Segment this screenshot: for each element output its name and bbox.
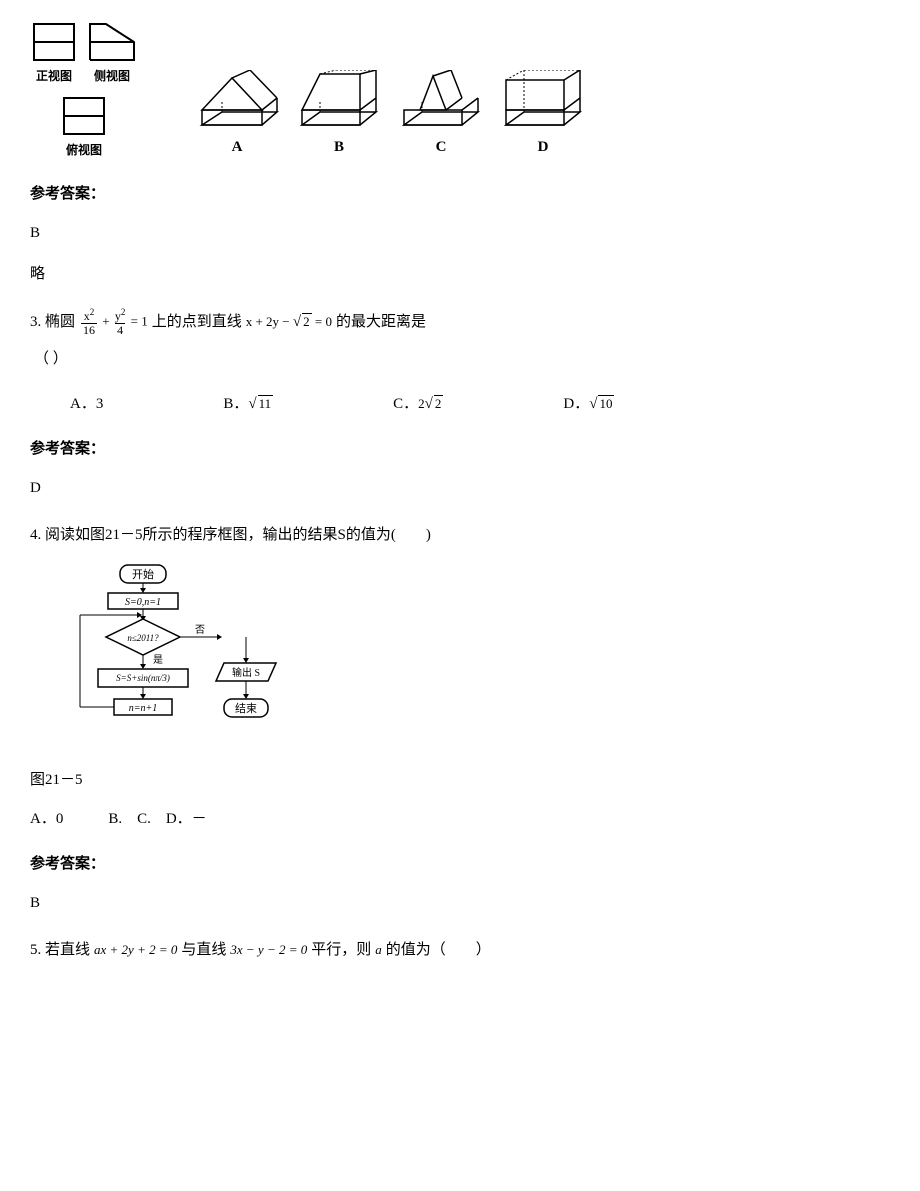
- front-view: 正视图: [30, 20, 78, 88]
- q3-ellipse-eq: x2 16 + y2 4 = 1: [79, 308, 148, 337]
- svg-text:输出 S: 输出 S: [232, 666, 260, 679]
- q3-prefix: 3. 椭圆: [30, 309, 75, 336]
- q3-middle: 上的点到直线: [152, 309, 242, 336]
- q3-option-b: B．√11: [223, 391, 273, 418]
- q4-options: A．0 B. C. D．－: [30, 806, 890, 833]
- svg-text:结束: 结束: [235, 702, 257, 715]
- front-view-label: 正视图: [36, 66, 72, 88]
- orthographic-views: 正视图 侧视图 俯视图: [30, 20, 138, 161]
- q4-answer-header: 参考答案：: [30, 851, 890, 878]
- svg-text:S=0,n=1: S=0,n=1: [125, 597, 161, 608]
- q3-option-c: C．2√2: [393, 391, 443, 418]
- q5-prefix: 5. 若直线: [30, 937, 90, 964]
- q5-suffix2: 的值为（ ）: [386, 937, 491, 964]
- q5-var: a: [375, 938, 382, 961]
- q5-line1: ax + 2y + 2 = 0: [94, 938, 177, 961]
- front-view-svg: [30, 20, 78, 64]
- svg-text:否: 否: [195, 624, 205, 636]
- q4-answer: B: [30, 890, 890, 917]
- fc-start: 开始: [132, 567, 154, 581]
- solid-d-label: D: [538, 134, 549, 161]
- solid-option-c: C: [396, 70, 486, 161]
- q2-brief: 略: [30, 261, 890, 288]
- svg-text:是: 是: [153, 654, 163, 666]
- side-view-svg: [86, 20, 138, 64]
- solid-option-a: A: [192, 70, 282, 161]
- q2-answer-header: 参考答案：: [30, 181, 890, 208]
- flowchart-svg: 开始 S=0,n=1 n≤2011? 是 否 S=S+sin(nπ/3) n=n…: [50, 563, 280, 753]
- solid-a-svg: [192, 70, 282, 130]
- svg-text:n≤2011?: n≤2011?: [127, 633, 159, 643]
- top-view: 俯视图: [30, 94, 138, 162]
- solid-b-svg: [294, 70, 384, 130]
- svg-text:n=n+1: n=n+1: [129, 703, 158, 714]
- q5-middle: 与直线: [181, 937, 226, 964]
- solid-b-label: B: [334, 134, 344, 161]
- q3-option-a: A．3: [70, 391, 103, 418]
- q3-suffix: 的最大距离是: [336, 309, 426, 336]
- q2-figure-row: 正视图 侧视图 俯视图: [30, 20, 890, 161]
- q5-line2: 3x − y − 2 = 0: [230, 938, 307, 961]
- svg-text:S=S+sin(nπ/3): S=S+sin(nπ/3): [116, 673, 170, 683]
- solid-d-svg: [498, 70, 588, 130]
- solid-c-svg: [396, 70, 486, 130]
- solid-option-d: D: [498, 70, 588, 161]
- solid-c-label: C: [436, 134, 447, 161]
- solid-option-b: B: [294, 70, 384, 161]
- q3-paren: （ ）: [34, 346, 890, 373]
- q5-text: 5. 若直线 ax + 2y + 2 = 0 与直线 3x − y − 2 = …: [30, 937, 890, 964]
- q3-text: 3. 椭圆 x2 16 + y2 4 = 1 上的点到直线 x + 2y − √…: [30, 308, 890, 337]
- solid-a-label: A: [232, 134, 243, 161]
- side-view: 侧视图: [86, 20, 138, 88]
- q2-answer: B: [30, 220, 890, 247]
- top-view-svg: [60, 94, 108, 138]
- top-view-label: 俯视图: [66, 140, 102, 162]
- flowchart: 开始 S=0,n=1 n≤2011? 是 否 S=S+sin(nπ/3) n=n…: [50, 563, 890, 753]
- q4-text: 4. 阅读如图21－5所示的程序框图，输出的结果S的值为( ): [30, 522, 890, 549]
- side-view-label: 侧视图: [94, 66, 130, 88]
- q3-answer-header: 参考答案：: [30, 436, 890, 463]
- q4-caption: 图21－5: [30, 767, 890, 794]
- q5-suffix1: 平行，则: [311, 937, 371, 964]
- q3-line-eq: x + 2y − √2 = 0: [246, 309, 332, 336]
- q3-option-d: D．√10: [563, 391, 614, 418]
- q3-options: A．3 B．√11 C．2√2 D．√10: [70, 391, 890, 418]
- q3-answer: D: [30, 475, 890, 502]
